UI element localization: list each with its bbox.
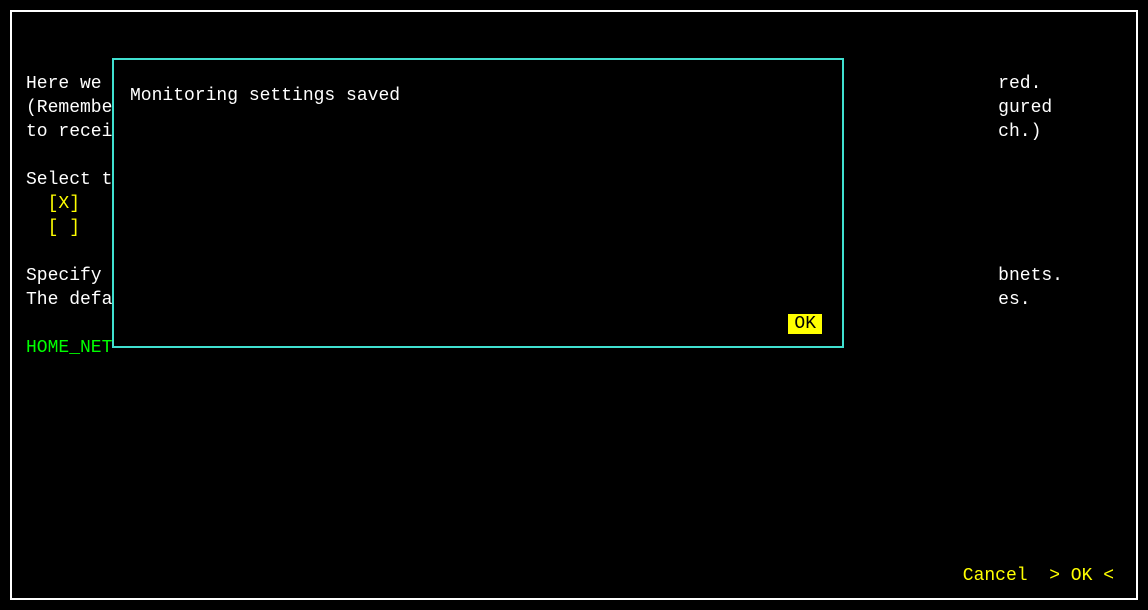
dialog-ok-button[interactable]: OK [788, 314, 822, 334]
bg-line5-left: Select t [26, 170, 112, 190]
cancel-button[interactable]: Cancel [963, 566, 1028, 586]
home-net-label: HOME_NET [26, 338, 112, 358]
main-window: Here we red. (Remembe gured to recei [10, 10, 1138, 600]
ok-button[interactable]: > OK < [1049, 566, 1114, 586]
bg-line1-left: Here we [26, 74, 102, 94]
checkbox-checked[interactable]: [X] [48, 194, 80, 214]
checkbox-unchecked[interactable]: [ ] [48, 218, 80, 238]
dialog-message: Monitoring settings saved [130, 84, 400, 108]
bg-line9-left: Specify [26, 266, 102, 286]
bg-line2-right: gured [998, 98, 1052, 118]
bg-line3-left: to recei [26, 122, 112, 142]
bg-line2-left: (Remembe [26, 98, 112, 118]
bg-line1-right: red. [998, 74, 1041, 94]
bg-line10-left: The defa [26, 290, 112, 310]
bg-line3-right: ch.) [998, 122, 1041, 142]
bg-line9-right: bnets. [998, 266, 1063, 286]
footer-actions: Cancel > OK < [963, 564, 1114, 588]
confirmation-dialog: Monitoring settings saved OK [112, 58, 844, 348]
bg-line10-right: es. [998, 290, 1030, 310]
